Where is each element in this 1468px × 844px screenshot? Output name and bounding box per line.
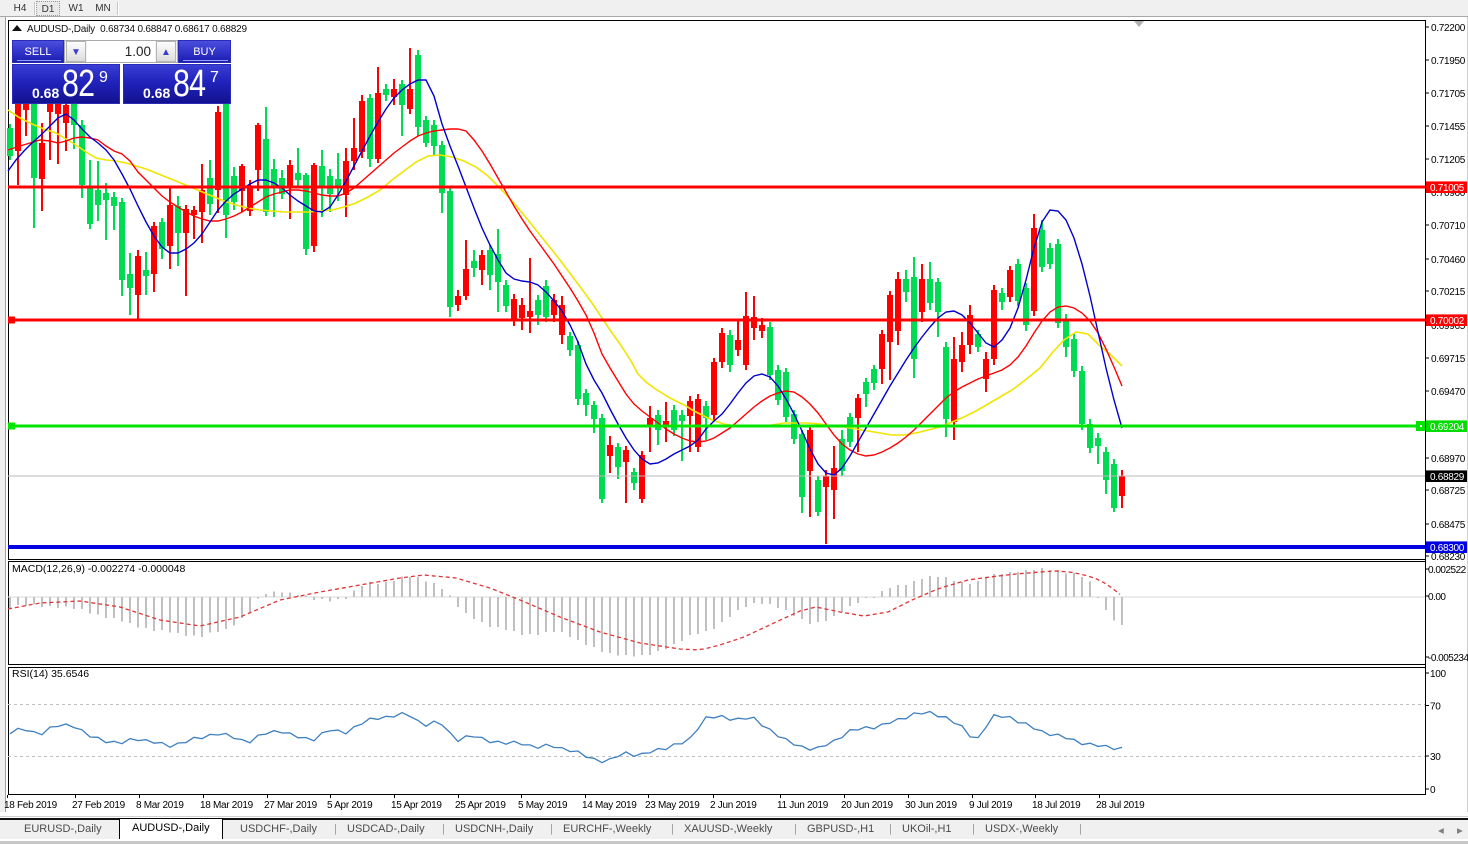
svg-text:0: 0 <box>1430 785 1436 796</box>
svg-text:70: 70 <box>1430 701 1441 712</box>
svg-text:0.71950: 0.71950 <box>1431 56 1466 67</box>
svg-text:27 Mar 2019: 27 Mar 2019 <box>264 800 318 811</box>
svg-text:11 Jun 2019: 11 Jun 2019 <box>777 800 829 811</box>
svg-text:0.68300: 0.68300 <box>1430 543 1465 554</box>
svg-text:28 Jul 2019: 28 Jul 2019 <box>1096 800 1145 811</box>
svg-text:0.002522: 0.002522 <box>1428 565 1467 576</box>
svg-text:-0.005234: -0.005234 <box>1428 653 1468 664</box>
svg-text:14 May 2019: 14 May 2019 <box>582 800 637 811</box>
svg-text:20 Jun 2019: 20 Jun 2019 <box>841 800 893 811</box>
svg-text:0.72200: 0.72200 <box>1431 23 1466 34</box>
svg-text:30 Jun 2019: 30 Jun 2019 <box>905 800 957 811</box>
svg-text:0.68970: 0.68970 <box>1431 454 1466 465</box>
svg-text:25 Apr 2019: 25 Apr 2019 <box>455 800 506 811</box>
svg-text:27 Feb 2019: 27 Feb 2019 <box>72 800 126 811</box>
svg-text:9 Jul 2019: 9 Jul 2019 <box>969 800 1013 811</box>
svg-text:0.70960: 0.70960 <box>1431 188 1466 199</box>
svg-text:0.69965: 0.69965 <box>1431 321 1466 332</box>
svg-text:0.70460: 0.70460 <box>1431 255 1466 266</box>
svg-text:0.71705: 0.71705 <box>1431 89 1466 100</box>
svg-text:18 Mar 2019: 18 Mar 2019 <box>200 800 254 811</box>
svg-text:23 May 2019: 23 May 2019 <box>645 800 700 811</box>
svg-text:0.69715: 0.69715 <box>1431 354 1466 365</box>
svg-text:0.70215: 0.70215 <box>1431 287 1466 298</box>
svg-text:0.68725: 0.68725 <box>1431 486 1466 497</box>
svg-text:18 Jul 2019: 18 Jul 2019 <box>1032 800 1081 811</box>
svg-text:0.00: 0.00 <box>1428 592 1446 603</box>
svg-text:5 May 2019: 5 May 2019 <box>518 800 568 811</box>
svg-text:5 Apr 2019: 5 Apr 2019 <box>327 800 373 811</box>
svg-text:8 Mar 2019: 8 Mar 2019 <box>136 800 184 811</box>
svg-text:2 Jun 2019: 2 Jun 2019 <box>710 800 757 811</box>
svg-text:18 Feb 2019: 18 Feb 2019 <box>4 800 58 811</box>
svg-text:0.68475: 0.68475 <box>1431 520 1466 531</box>
svg-text:0.70710: 0.70710 <box>1431 221 1466 232</box>
svg-text:0.69470: 0.69470 <box>1431 387 1466 398</box>
svg-text:RSI(14) 35.6546: RSI(14) 35.6546 <box>12 668 89 680</box>
svg-text:0.68829: 0.68829 <box>1430 472 1465 483</box>
svg-text:0.71455: 0.71455 <box>1431 122 1466 133</box>
svg-text:0.68230: 0.68230 <box>1431 552 1466 563</box>
svg-text:0.71005: 0.71005 <box>1430 183 1465 194</box>
svg-text:15 Apr 2019: 15 Apr 2019 <box>391 800 442 811</box>
svg-text:0.69204: 0.69204 <box>1430 422 1465 433</box>
svg-text:100: 100 <box>1430 669 1447 680</box>
svg-text:30: 30 <box>1430 752 1441 763</box>
svg-text:0.71205: 0.71205 <box>1431 155 1466 166</box>
svg-text:0.70002: 0.70002 <box>1430 316 1465 327</box>
svg-text:MACD(12,26,9) -0.002274 -0.000: MACD(12,26,9) -0.002274 -0.000048 <box>12 563 186 575</box>
